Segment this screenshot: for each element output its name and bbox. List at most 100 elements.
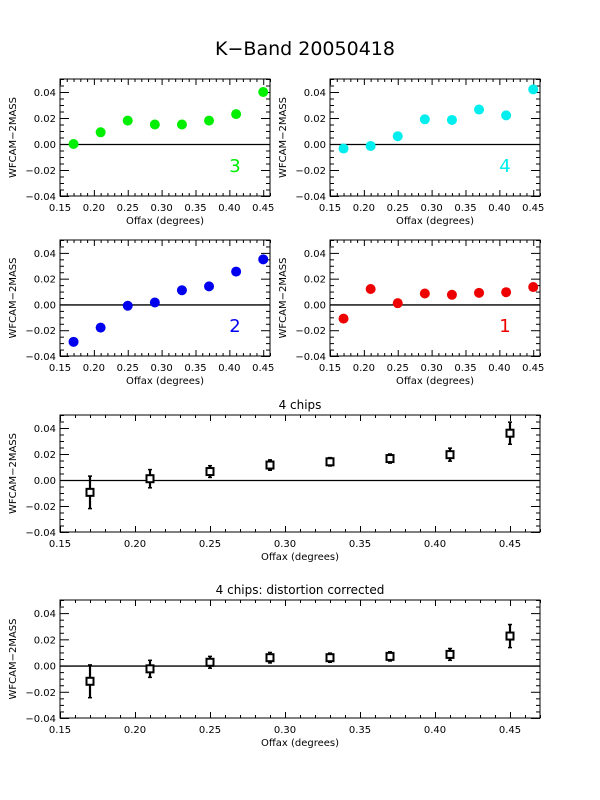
data-point [95, 322, 106, 333]
data-point [149, 297, 160, 308]
axes-frame [59, 599, 541, 719]
x-tick-label: 0.35 [184, 203, 206, 214]
y-tick-label: −0.02 [25, 502, 56, 513]
y-axis-label: WFCAM−2MASS [8, 433, 19, 514]
y-tick-label: 0.00 [304, 300, 326, 311]
panel-all4: 0.15 0.20 0.25 0.30 0.35 0.40 0.45 0.04 0.02 0.00… [8, 398, 541, 563]
y-tick-label: −0.02 [295, 326, 326, 337]
y-tick-label: 0.00 [304, 140, 326, 151]
x-tick-label: 0.35 [454, 363, 476, 374]
y-tick-label: −0.04 [25, 352, 56, 363]
x-tick-label: 0.25 [387, 363, 409, 374]
square-marker [265, 460, 275, 470]
x-tick-label: 0.40 [218, 203, 240, 214]
square-marker [85, 676, 95, 686]
square-marker [85, 487, 95, 497]
data-point [365, 283, 376, 294]
axes-frame [59, 78, 271, 197]
x-axis-label: Offax (degrees) [126, 376, 204, 387]
data-point [176, 285, 187, 296]
square-marker [325, 457, 335, 467]
y-tick-label: 0.00 [34, 476, 56, 487]
data-point [446, 289, 457, 300]
data-point [68, 139, 79, 149]
panel-chip3: 0.15 0.20 0.25 0.30 0.35 0.40 0.45 0.04 0.02 0.00… [8, 78, 274, 227]
data-point [446, 114, 457, 125]
data-point [385, 651, 395, 662]
data-point [145, 468, 155, 489]
y-tick-label: 0.04 [304, 88, 326, 99]
y-tick-label: 0.04 [304, 249, 326, 260]
data-point [445, 647, 455, 662]
data-point [145, 659, 155, 679]
data-point [149, 119, 160, 130]
data-point [265, 651, 275, 664]
data-point [85, 475, 95, 510]
data-point [204, 115, 215, 126]
data-point [122, 300, 133, 311]
data-point [205, 655, 215, 669]
data-point [365, 140, 376, 151]
x-tick-label: 0.15 [49, 203, 71, 214]
data-point [325, 456, 335, 467]
y-tick-label: 0.04 [34, 249, 56, 260]
axes-frame [59, 239, 271, 357]
x-tick-label: 0.45 [499, 539, 521, 550]
x-tick-label: 0.25 [117, 363, 139, 374]
data-point [445, 447, 455, 462]
data-point [258, 87, 269, 97]
data-point [528, 84, 539, 95]
square-marker [265, 653, 275, 663]
y-tick-label: 0.02 [34, 450, 56, 461]
data-point [474, 287, 485, 298]
data-point [385, 453, 395, 464]
x-tick-label: 0.20 [83, 363, 105, 374]
x-tick-label: 0.35 [184, 363, 206, 374]
y-tick-label: 0.04 [34, 424, 56, 435]
x-tick-label: 0.30 [420, 363, 442, 374]
chip-number-label: 2 [229, 316, 240, 337]
x-axis-label: Offax (degrees) [396, 376, 474, 387]
panel-title: 4 chips [279, 398, 322, 412]
y-axis-label: WFCAM−2MASS [8, 258, 19, 339]
chip-number-label: 4 [499, 156, 510, 177]
x-tick-label: 0.40 [488, 203, 510, 214]
x-tick-label: 0.20 [353, 203, 375, 214]
x-axis-label: Offax (degrees) [261, 738, 339, 749]
y-tick-label: 0.02 [34, 275, 56, 286]
x-tick-label: 0.40 [424, 725, 446, 736]
x-tick-label: 0.25 [387, 203, 409, 214]
data-point [419, 114, 430, 125]
x-axis-label: Offax (degrees) [126, 216, 204, 227]
x-tick-label: 0.30 [420, 203, 442, 214]
x-tick-label: 0.30 [274, 539, 296, 550]
data-point [68, 336, 79, 347]
x-tick-label: 0.30 [150, 363, 172, 374]
x-tick-label: 0.40 [488, 363, 510, 374]
x-tick-label: 0.20 [353, 363, 375, 374]
data-point [528, 282, 539, 293]
square-marker [385, 454, 395, 464]
axes-frame [329, 239, 541, 357]
axes-frame [329, 78, 541, 197]
panel-chip4: 0.15 0.20 0.25 0.30 0.35 0.40 0.45 0.04 0.02 0.00… [278, 78, 544, 227]
x-tick-label: 0.45 [252, 203, 274, 214]
y-tick-label: −0.02 [25, 688, 56, 699]
x-tick-label: 0.15 [49, 363, 71, 374]
data-point [501, 110, 512, 121]
x-tick-label: 0.15 [319, 363, 341, 374]
x-tick-label: 0.45 [252, 363, 274, 374]
square-marker [385, 651, 395, 661]
y-tick-label: 0.00 [34, 662, 56, 673]
data-point [505, 623, 515, 649]
y-tick-label: 0.02 [34, 114, 56, 125]
data-point [95, 127, 106, 138]
data-point [325, 652, 335, 664]
x-tick-label: 0.45 [499, 725, 521, 736]
y-axis-label: WFCAM−2MASS [8, 619, 19, 700]
x-tick-label: 0.30 [274, 725, 296, 736]
x-tick-label: 0.20 [124, 539, 146, 550]
data-point [231, 109, 242, 120]
x-axis-label: Offax (degrees) [396, 216, 474, 227]
